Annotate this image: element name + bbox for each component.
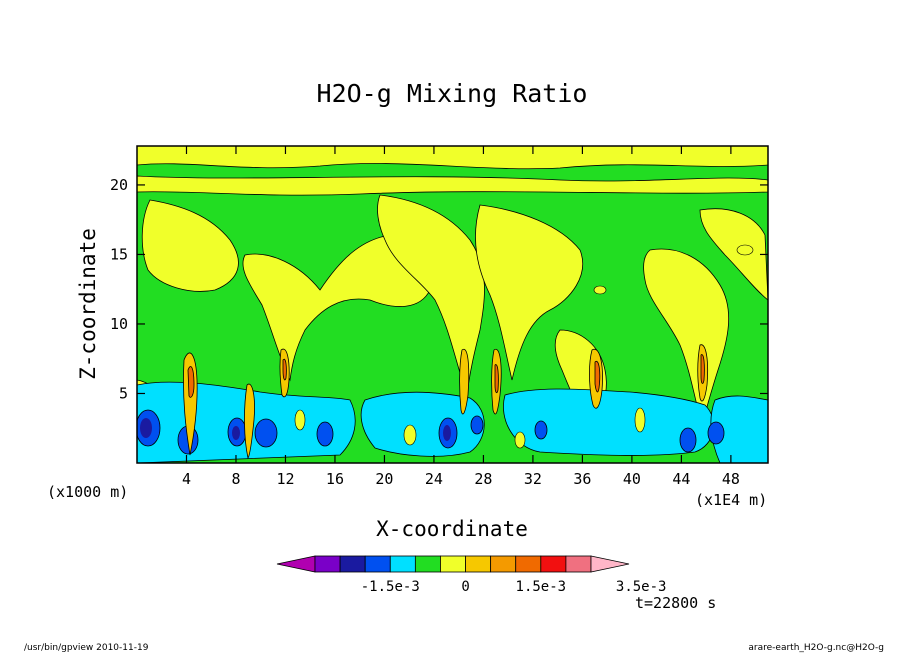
- x-tick-label: 36: [573, 470, 591, 488]
- x-tick-label: 20: [375, 470, 393, 488]
- colorbar-under-arrow: [276, 555, 316, 573]
- colorbar-segment: [364, 555, 391, 573]
- x-tick-label: 24: [425, 470, 443, 488]
- colorbar-segment: [339, 555, 366, 573]
- upper-moist-layer: [137, 146, 768, 196]
- x-tick-label: 4: [182, 470, 191, 488]
- colorbar-segment: [414, 555, 441, 573]
- y-tick-label: 20: [110, 176, 128, 194]
- x-tick-label: 12: [276, 470, 294, 488]
- x-axis-ticks: 4 8 12 16 20 24 28 32 36 40 44 48: [182, 146, 740, 488]
- colorbar-segment: [389, 555, 416, 573]
- x-tick-label: 48: [722, 470, 740, 488]
- colorbar: [276, 555, 630, 573]
- colorbar-tick-label: 3.5e-3: [616, 579, 667, 595]
- x-tick-label: 32: [524, 470, 542, 488]
- y-tick-label: 5: [119, 384, 128, 402]
- plot-frame: [136, 145, 769, 464]
- time-label: t=22800 s: [635, 594, 716, 612]
- x-axis-unit-left: (x1000 m): [47, 483, 128, 501]
- colorbar-tick-label: 1.5e-3: [516, 579, 567, 595]
- x-axis-unit-right: (x1E4 m): [695, 491, 767, 509]
- footer-left: /usr/bin/gpview 2010-11-19: [24, 643, 149, 653]
- y-axis-ticks: 5 10 15 20: [110, 176, 768, 402]
- colorbar-labels: -1.5e-3 0 1.5e-3 3.5e-3: [361, 579, 667, 595]
- updraft-columns: [183, 344, 708, 460]
- colorbar-segment: [490, 555, 517, 573]
- x-axis-label: X-coordinate: [376, 517, 528, 541]
- footer-right: arare-earth_H2O-g.nc@H2O-g: [748, 643, 884, 653]
- x-tick-label: 8: [231, 470, 240, 488]
- darkest-cores: [140, 418, 451, 441]
- colorbar-segment: [515, 555, 542, 573]
- colorbar-segment: [440, 555, 466, 573]
- x-tick-label: 40: [623, 470, 641, 488]
- x-tick-label: 16: [326, 470, 344, 488]
- x-tick-label: 44: [672, 470, 690, 488]
- small-patches: [294, 244, 754, 449]
- chart-title: H2O-g Mixing Ratio: [317, 79, 588, 108]
- colorbar-segment: [465, 555, 492, 573]
- colorbar-tick-label: 0: [461, 579, 469, 595]
- plot-area: [137, 146, 768, 463]
- y-axis-label: Z-coordinate: [76, 228, 100, 380]
- colorbar-segment: [565, 555, 592, 573]
- x-tick-label: 28: [474, 470, 492, 488]
- colorbar-tick-label: -1.5e-3: [361, 579, 420, 595]
- y-tick-label: 10: [110, 315, 128, 333]
- y-tick-label: 15: [110, 245, 128, 263]
- colorbar-over-arrow: [590, 555, 630, 573]
- colorbar-segment: [314, 555, 341, 573]
- colorbar-segment: [540, 555, 567, 573]
